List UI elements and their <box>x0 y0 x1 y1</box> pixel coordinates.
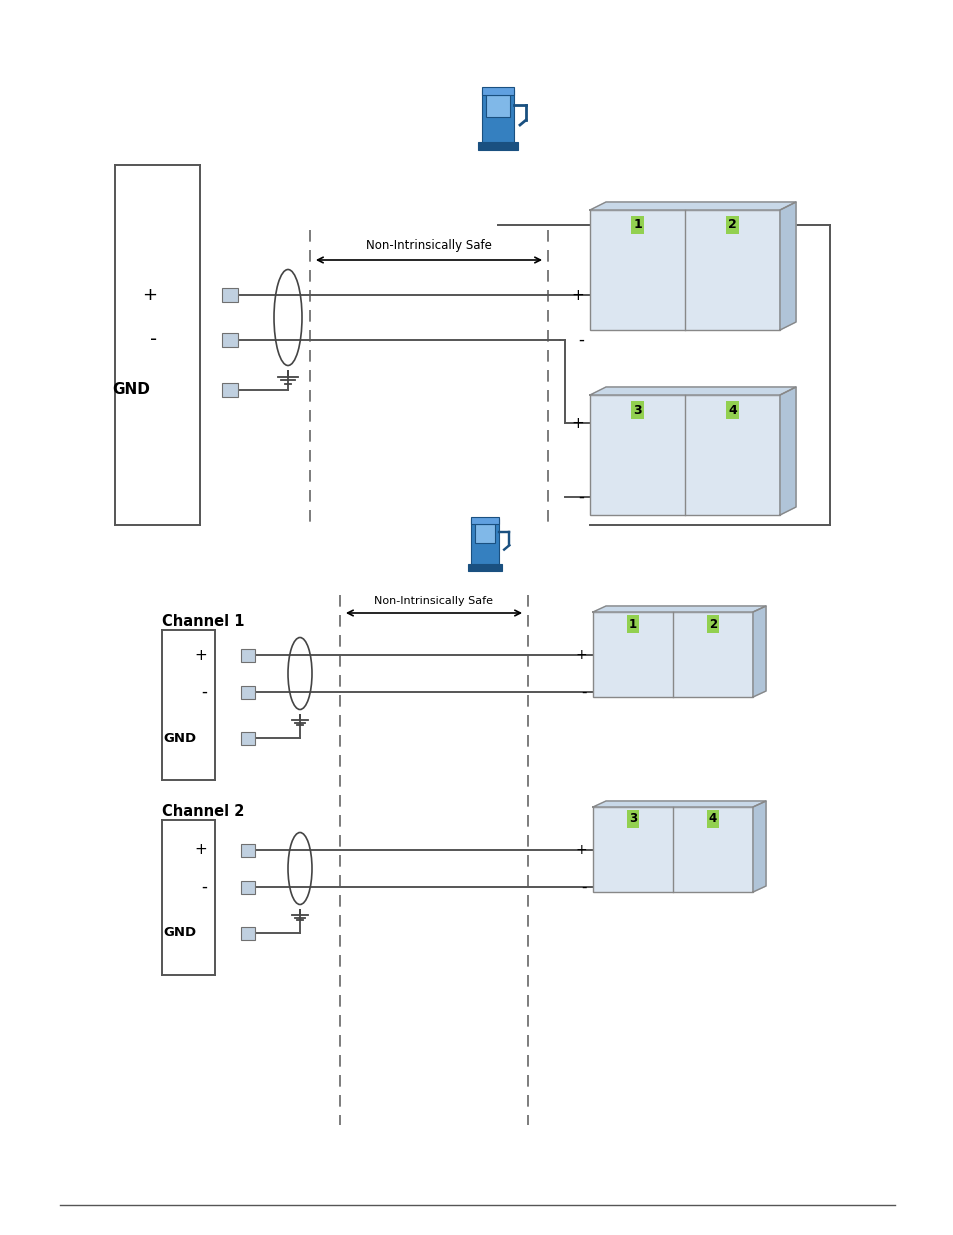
Polygon shape <box>780 387 795 515</box>
Bar <box>471 519 498 564</box>
Text: GND: GND <box>164 926 196 940</box>
Text: 4: 4 <box>708 813 717 825</box>
Text: 2: 2 <box>727 219 736 231</box>
Bar <box>589 395 780 515</box>
Bar <box>241 926 254 940</box>
Text: -: - <box>150 331 157 350</box>
Bar <box>222 383 237 396</box>
Text: +: + <box>571 288 583 303</box>
Polygon shape <box>593 802 765 806</box>
Text: GND: GND <box>112 383 150 398</box>
Polygon shape <box>752 802 765 892</box>
Bar <box>481 86 514 95</box>
Bar <box>593 806 752 892</box>
Bar <box>222 288 237 303</box>
Text: +: + <box>575 648 586 662</box>
Text: -: - <box>578 488 583 506</box>
Bar <box>222 333 237 347</box>
Polygon shape <box>780 203 795 330</box>
Bar <box>241 685 254 699</box>
Bar <box>593 613 752 697</box>
Text: -: - <box>201 878 207 897</box>
Text: Non-Intrinsically Safe: Non-Intrinsically Safe <box>366 240 492 252</box>
Text: 1: 1 <box>628 618 637 631</box>
Text: 2: 2 <box>708 618 717 631</box>
Text: +: + <box>194 842 207 857</box>
Text: +: + <box>575 844 586 857</box>
Bar <box>485 95 510 117</box>
Text: +: + <box>142 287 157 304</box>
Bar <box>477 142 517 149</box>
Polygon shape <box>589 203 795 210</box>
Bar <box>467 564 502 572</box>
Bar <box>589 210 780 330</box>
Text: -: - <box>581 684 586 699</box>
Text: +: + <box>571 415 583 431</box>
Text: 1: 1 <box>633 219 641 231</box>
Bar <box>241 648 254 662</box>
Text: -: - <box>578 331 583 350</box>
Text: Channel 1: Channel 1 <box>162 615 244 630</box>
Text: 4: 4 <box>727 404 736 416</box>
Bar <box>481 90 514 142</box>
Bar <box>241 844 254 857</box>
Text: 3: 3 <box>633 404 641 416</box>
Bar <box>471 516 498 524</box>
Text: Non-Intrinsically Safe: Non-Intrinsically Safe <box>375 597 493 606</box>
Polygon shape <box>589 387 795 395</box>
Text: 3: 3 <box>628 813 637 825</box>
Text: -: - <box>201 683 207 701</box>
Text: GND: GND <box>164 731 196 745</box>
Bar <box>241 731 254 745</box>
Polygon shape <box>752 606 765 697</box>
Bar <box>474 524 495 542</box>
Polygon shape <box>593 606 765 613</box>
Text: -: - <box>581 879 586 894</box>
Text: +: + <box>194 647 207 662</box>
Bar <box>241 881 254 893</box>
Text: Channel 2: Channel 2 <box>162 804 244 820</box>
